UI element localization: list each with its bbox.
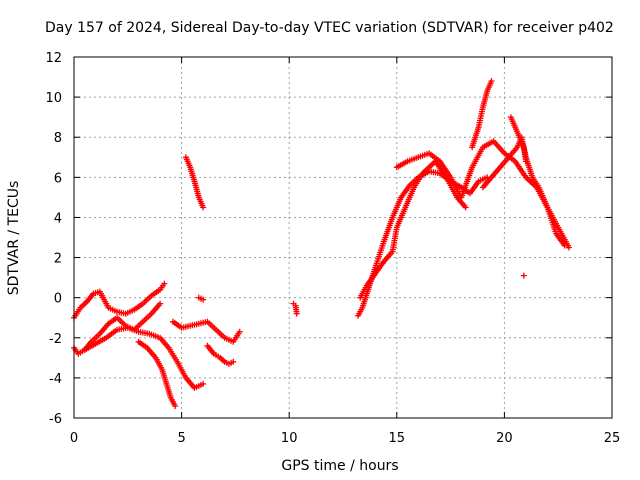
data-point-arc6 [230, 358, 237, 365]
data-point-arc3 [200, 380, 207, 387]
data-point-arc12 [565, 244, 572, 251]
x-tick-label: 25 [604, 431, 621, 446]
data-point-arc5 [236, 328, 243, 335]
data-point-arc16 [520, 272, 527, 279]
data-point-arc14 [561, 242, 568, 249]
data-point-arc8 [200, 296, 207, 303]
y-tick-label: 0 [54, 292, 62, 307]
data-point-arc1 [161, 280, 168, 287]
grid-lines [74, 57, 612, 418]
y-tick-label: -6 [49, 412, 62, 427]
y-tick-label: 4 [54, 211, 62, 226]
data-point-arc13 [488, 78, 495, 85]
y-tick-label: -2 [49, 332, 62, 347]
x-tick-label: 20 [496, 431, 513, 446]
axis-ticks [73, 56, 613, 419]
y-tick-label: 2 [54, 252, 62, 267]
x-tick-label: 5 [177, 431, 185, 446]
y-axis-label: SDTVAR / TECUs [6, 181, 22, 296]
plot-frame [73, 56, 613, 419]
data-point-arc11 [462, 204, 469, 211]
x-tick-label: 0 [70, 431, 78, 446]
y-tick-label: 10 [45, 91, 62, 106]
chart-title: Day 157 of 2024, Sidereal Day-to-day VTE… [45, 20, 614, 36]
data-point-arc2 [157, 300, 164, 307]
y-tick-label: 12 [45, 51, 62, 66]
x-tick-label: 10 [281, 431, 298, 446]
x-tick-label: 15 [389, 431, 406, 446]
data-point-arc15 [522, 158, 529, 165]
data-points [71, 78, 572, 409]
data-point-arc4 [172, 402, 179, 409]
data-point-arc7 [200, 204, 207, 211]
axis-tick-labels: 0 5 10 15 20 25 -6 -4 -2 0 2 4 6 8 10 12 [45, 51, 620, 446]
data-point-arc9 [293, 310, 300, 317]
y-tick-label: -4 [49, 372, 62, 387]
y-tick-label: 8 [54, 131, 62, 146]
y-tick-label: 6 [54, 171, 62, 186]
x-axis-label: GPS time / hours [281, 458, 398, 474]
